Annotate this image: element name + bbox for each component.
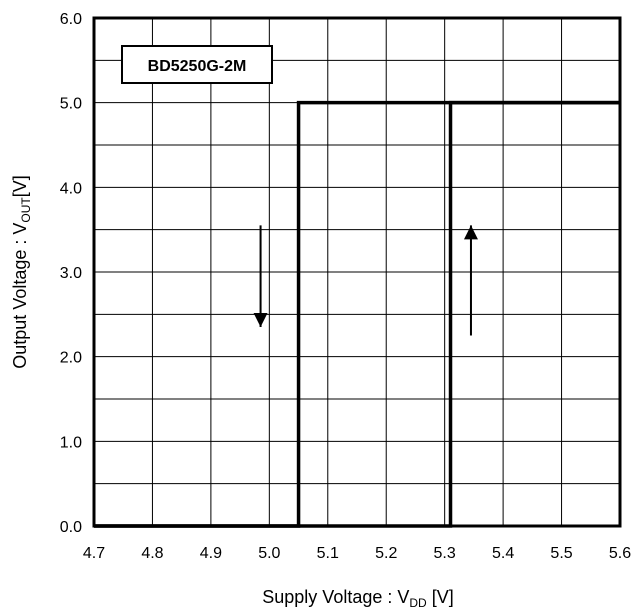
x-tick-label: 4.8: [141, 545, 163, 562]
x-tick-label: 5.4: [492, 545, 514, 562]
y-tick-labels: 0.0 1.0 2.0 3.0 4.0 5.0 6.0: [60, 11, 82, 536]
y-tick-label: 5.0: [60, 96, 82, 113]
y-axis-title-main: Output Voltage : V: [10, 223, 30, 369]
x-tick-label: 5.1: [317, 545, 339, 562]
x-tick-label: 4.7: [83, 545, 105, 562]
x-tick-label: 4.9: [200, 545, 222, 562]
y-tick-label: 1.0: [60, 434, 82, 451]
y-axis-title: Output Voltage : VOUT[V]: [10, 175, 33, 368]
y-axis-title-subscript: OUT: [19, 197, 33, 223]
x-axis-title-unit: [V]: [427, 587, 454, 607]
grid-lines: [94, 18, 620, 526]
y-axis-title-unit: [V]: [10, 175, 30, 197]
x-tick-label: 5.3: [434, 545, 456, 562]
legend-box: BD5250G-2M: [121, 45, 273, 84]
y-tick-label: 4.0: [60, 180, 82, 197]
y-tick-label: 3.0: [60, 265, 82, 282]
x-tick-label: 5.2: [375, 545, 397, 562]
arrow-up-head: [463, 225, 478, 240]
x-tick-labels: 4.7 4.8 4.9 5.0 5.1 5.2 5.3 5.4 5.5 5.6: [83, 545, 631, 562]
arrow-down-head: [253, 313, 268, 328]
x-tick-label: 5.6: [609, 545, 631, 562]
y-tick-label: 2.0: [60, 350, 82, 367]
x-axis-title-subscript: DD: [409, 596, 427, 610]
x-axis-title-main: Supply Voltage : V: [262, 587, 409, 607]
arrow-layer: [253, 225, 478, 336]
y-tick-label: 6.0: [60, 11, 82, 28]
x-axis-title: Supply Voltage : VDD [V]: [262, 587, 453, 610]
y-tick-label: 0.0: [60, 519, 82, 536]
plot-frame: [92, 16, 622, 528]
legend-label: BD5250G-2M: [148, 58, 247, 75]
x-tick-label: 5.0: [258, 545, 280, 562]
x-tick-label: 5.5: [550, 545, 572, 562]
